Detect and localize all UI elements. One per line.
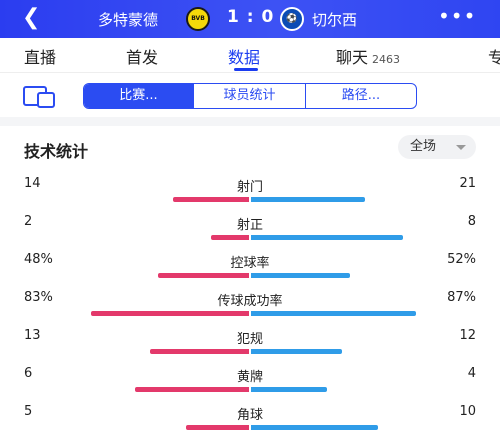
away-team-name[interactable]: 切尔西 bbox=[312, 11, 358, 29]
stat-row: 2 射正 8 bbox=[0, 214, 500, 252]
segment-path[interactable]: 路径... bbox=[341, 88, 381, 103]
home-team-name[interactable]: 多特蒙德 bbox=[98, 11, 159, 29]
stat-away-value: 21 bbox=[459, 176, 476, 191]
home-stat-bar bbox=[173, 197, 249, 202]
stat-label: 犯规 bbox=[236, 332, 263, 347]
stat-row: 83% 传球成功率 87% bbox=[0, 290, 500, 328]
stat-label: 黄牌 bbox=[236, 370, 263, 385]
stat-row: 14 射门 21 bbox=[0, 176, 500, 214]
stat-label: 射门 bbox=[236, 180, 263, 195]
home-stat-bar bbox=[158, 273, 249, 278]
match-header: ❮ 多特蒙德 BVB 1 : 0 ⚽ 切尔西 ••• bbox=[0, 0, 500, 38]
segment-control: 比赛... 球员统计 路径... bbox=[83, 83, 417, 109]
away-stat-bar bbox=[251, 349, 342, 354]
back-icon[interactable]: ❮ bbox=[22, 5, 41, 30]
stat-home-value: 83% bbox=[24, 290, 53, 305]
stats-title: 技术统计 bbox=[24, 142, 89, 161]
away-stat-bar bbox=[251, 235, 403, 240]
tab-data[interactable]: 数据 bbox=[228, 48, 261, 67]
away-stat-bar bbox=[251, 425, 378, 430]
home-stat-bar bbox=[91, 311, 249, 316]
stat-label: 射正 bbox=[236, 218, 263, 233]
stat-row: 13 犯规 12 bbox=[0, 328, 500, 366]
stat-home-value: 13 bbox=[24, 328, 41, 343]
stat-away-value: 12 bbox=[459, 328, 476, 343]
home-stat-bar bbox=[135, 387, 249, 392]
split-screen-icon[interactable] bbox=[22, 83, 58, 109]
scope-dropdown[interactable]: 全场 bbox=[398, 135, 476, 159]
home-stat-bar bbox=[211, 235, 249, 240]
stat-home-value: 48% bbox=[24, 252, 53, 267]
tab-chat-label: 聊天 bbox=[336, 48, 369, 67]
tab-chat-count: 2463 bbox=[372, 53, 401, 66]
segment-player-stats[interactable]: 球员统计 bbox=[194, 84, 306, 108]
stat-away-value: 52% bbox=[447, 252, 476, 267]
away-team-crest[interactable]: ⚽ bbox=[280, 7, 304, 31]
stat-away-value: 87% bbox=[447, 290, 476, 305]
away-stat-bar bbox=[251, 273, 350, 278]
away-stat-bar bbox=[251, 311, 416, 316]
stats-card: 技术统计 全场 14 射门 21 2 射正 8 48% 控球率 52% 83% 传球成功率 87% 13… bbox=[0, 126, 500, 440]
stat-label: 角球 bbox=[236, 408, 263, 423]
active-tab-indicator bbox=[234, 68, 258, 71]
stat-away-value: 8 bbox=[467, 214, 476, 229]
more-dots-icon[interactable]: ••• bbox=[438, 4, 477, 28]
stat-home-value: 2 bbox=[24, 214, 33, 229]
stat-row: 48% 控球率 52% bbox=[0, 252, 500, 290]
home-team-crest[interactable]: BVB bbox=[186, 7, 210, 31]
segment-match[interactable]: 比赛... bbox=[84, 84, 194, 108]
stat-label: 控球率 bbox=[230, 256, 270, 271]
stat-home-value: 5 bbox=[24, 404, 33, 419]
stat-away-value: 10 bbox=[459, 404, 476, 419]
stat-row: 6 黄牌 4 bbox=[0, 366, 500, 404]
stat-away-value: 4 bbox=[467, 366, 476, 381]
tab-overflow[interactable]: 专 bbox=[488, 48, 500, 67]
away-stat-bar bbox=[251, 387, 327, 392]
tab-live[interactable]: 直播 bbox=[24, 48, 57, 67]
stat-label: 传球成功率 bbox=[217, 294, 283, 309]
tab-bar: 直播 首发 数据 聊天 2463 专 bbox=[0, 38, 500, 72]
stat-home-value: 14 bbox=[24, 176, 41, 191]
scope-label: 全场 bbox=[410, 139, 437, 154]
tab-lineup[interactable]: 首发 bbox=[126, 48, 159, 67]
caret-down-icon bbox=[456, 145, 466, 150]
home-stat-bar bbox=[186, 425, 249, 430]
stat-row: 5 角球 10 bbox=[0, 404, 500, 440]
segment-row: 比赛... 球员统计 路径... bbox=[0, 72, 500, 117]
stat-home-value: 6 bbox=[24, 366, 33, 381]
home-stat-bar bbox=[150, 349, 249, 354]
away-stat-bar bbox=[251, 197, 365, 202]
match-score: 1 : 0 bbox=[227, 7, 275, 27]
tab-chat[interactable]: 聊天 2463 bbox=[336, 44, 400, 68]
